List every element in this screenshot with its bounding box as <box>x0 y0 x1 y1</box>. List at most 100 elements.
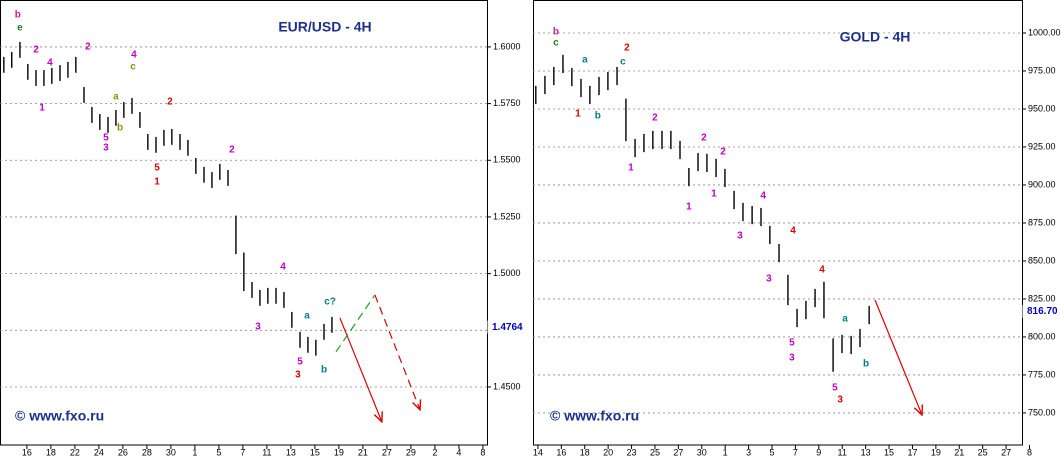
x-tick-label: 28 <box>142 447 152 457</box>
x-tick-label: 14 <box>533 447 543 457</box>
x-tick-label: 15 <box>310 447 320 457</box>
chart-title: GOLD - 4H <box>840 29 911 45</box>
x-tick-label: 19 <box>931 447 941 457</box>
x-tick-label: 15 <box>884 447 894 457</box>
wave-label: 5 <box>103 132 109 143</box>
x-tick-label: 22 <box>70 447 80 457</box>
y-tick-label: 750.00 <box>1028 407 1056 417</box>
x-tick-label: 27 <box>1001 447 1011 457</box>
wave-label: 3 <box>737 231 743 242</box>
x-tick-label: 25 <box>650 447 660 457</box>
watermark: © www.fxo.ru <box>550 408 639 424</box>
y-tick-label: 1.5000 <box>493 268 521 278</box>
x-tick-label: 17 <box>907 447 917 457</box>
wave-label: 2 <box>167 97 173 108</box>
y-tick-label: 800.00 <box>1028 331 1056 341</box>
y-tick-label: 825.00 <box>1028 293 1056 303</box>
wave-label: b <box>553 27 559 38</box>
wave-label: 3 <box>789 353 795 364</box>
wave-label: 4 <box>760 191 766 202</box>
x-tick-label: 19 <box>334 447 344 457</box>
y-tick-label: 950.00 <box>1028 103 1056 113</box>
wave-label: 5 <box>789 338 795 349</box>
wave-label: 4 <box>790 226 796 237</box>
x-tick-label: 11 <box>838 447 847 457</box>
y-tick-label: 900.00 <box>1028 179 1056 189</box>
wave-label: a <box>582 55 588 66</box>
wave-label: b <box>117 122 123 133</box>
y-tick-label: 975.00 <box>1028 65 1056 75</box>
last-price-label: 1.4764 <box>492 322 523 333</box>
x-tick-label: 5 <box>216 447 221 457</box>
x-tick-label: 20 <box>603 447 613 457</box>
y-tick-label: 875.00 <box>1028 217 1056 227</box>
x-tick-label: 25 <box>978 447 988 457</box>
wave-label: e <box>17 23 23 34</box>
x-tick-label: 8 <box>1027 447 1032 457</box>
projection-line <box>335 294 376 353</box>
wave-label: 1 <box>628 163 634 174</box>
wave-label: 4 <box>131 50 137 61</box>
x-tick-label: 13 <box>286 447 296 457</box>
wave-label: 2 <box>624 43 630 54</box>
projection-line <box>874 299 922 415</box>
wave-label: c <box>620 57 626 68</box>
wave-label: c <box>130 62 136 73</box>
wave-label: 4 <box>819 265 825 276</box>
x-tick-label: 30 <box>697 447 707 457</box>
chart-title: EUR/USD - 4H <box>278 19 371 35</box>
x-tick-label: 21 <box>954 447 964 457</box>
wave-label: b <box>863 359 869 370</box>
wave-label: a <box>304 310 310 321</box>
x-tick-label: 27 <box>382 447 392 457</box>
x-tick-label: 16 <box>556 447 566 457</box>
y-tick-label: 925.00 <box>1028 141 1056 151</box>
wave-label: 5 <box>154 163 160 174</box>
wave-label: 3 <box>295 369 301 380</box>
wave-label: 3 <box>766 274 772 285</box>
wave-label: b <box>15 10 21 21</box>
last-price-box <box>1022 305 1061 319</box>
plot-frame <box>0 0 488 446</box>
x-tick-label: 24 <box>94 447 104 457</box>
projection-line <box>339 317 382 422</box>
y-tick-label: 1000.00 <box>1028 27 1061 37</box>
wave-label: 1 <box>575 109 581 120</box>
x-tick-label: 3 <box>746 447 751 457</box>
y-tick-label: 1.4500 <box>493 381 521 391</box>
x-tick-label: 9 <box>816 447 821 457</box>
watermark: © www.fxo.ru <box>15 408 104 424</box>
wave-label: 4 <box>280 261 286 272</box>
wave-label: b <box>595 111 601 122</box>
wave-label: 2 <box>229 144 235 155</box>
last-price-box <box>487 320 527 334</box>
wave-label: 1 <box>154 176 160 187</box>
x-tick-label: 30 <box>166 447 176 457</box>
wave-label: 2 <box>652 113 658 124</box>
wave-label: 1 <box>686 202 692 213</box>
x-tick-label: 8 <box>480 447 485 457</box>
x-tick-label: 5 <box>769 447 774 457</box>
wave-label: 1 <box>39 103 45 114</box>
last-price-label: 816.70 <box>1027 306 1058 317</box>
y-tick-label: 1.5500 <box>493 155 521 165</box>
wave-label: 4 <box>47 58 53 69</box>
chart-panel: 750.00 775.00 800.00 825.00 850.00 875.00 900.… <box>533 0 1061 457</box>
chart-panel: 1.45001.47501.50001.52501.55001.57501.60… <box>0 0 527 457</box>
y-tick-label: 1.5250 <box>493 211 521 221</box>
x-tick-label: 7 <box>240 447 245 457</box>
x-tick-label: 29 <box>406 447 416 457</box>
wave-label: 5 <box>832 383 838 394</box>
x-tick-label: 11 <box>262 447 271 457</box>
x-tick-label: 27 <box>673 447 683 457</box>
wave-label: 2 <box>701 133 707 144</box>
x-tick-label: 2 <box>432 447 437 457</box>
projection-line <box>374 294 420 410</box>
x-tick-label: 16 <box>22 447 32 457</box>
x-tick-label: 21 <box>358 447 368 457</box>
y-tick-label: 1.6000 <box>493 41 521 51</box>
x-tick-label: 1 <box>192 447 197 457</box>
x-tick-label: 18 <box>46 447 56 457</box>
wave-label: c? <box>324 296 336 307</box>
